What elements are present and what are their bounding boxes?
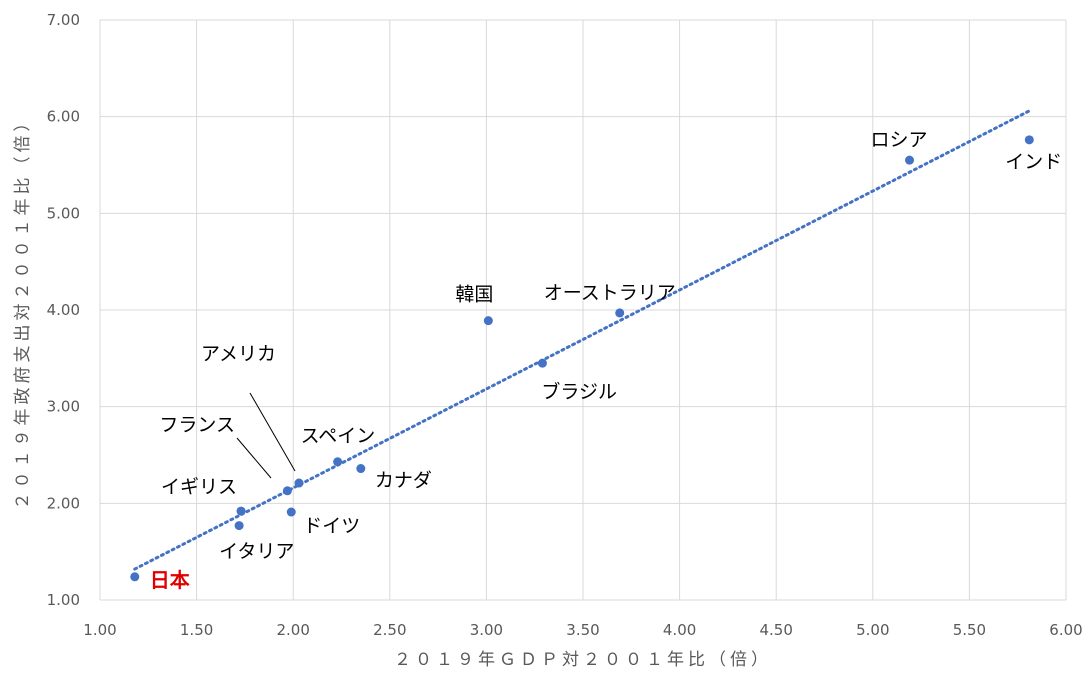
x-tick-label-2: 2.00 xyxy=(276,621,309,639)
x-tick-label-0: 1.00 xyxy=(83,621,116,639)
x-tick-label-1: 1.50 xyxy=(180,621,213,639)
grid-lines xyxy=(99,19,1067,601)
point-label-5: アメリカ xyxy=(201,343,276,365)
point-label-3: フランス xyxy=(159,414,235,436)
x-tick-label-3: 2.50 xyxy=(373,621,406,639)
point-label-8: 韓国 xyxy=(455,284,493,306)
data-point-12 xyxy=(1024,135,1034,145)
data-point-8 xyxy=(483,316,493,326)
y-tick-label-1: 2.00 xyxy=(47,494,80,512)
point-label-11: ロシア xyxy=(871,129,928,151)
y-tick-label-0: 1.00 xyxy=(47,591,80,609)
leader-line-3 xyxy=(236,437,272,479)
y-tick-label-2: 3.00 xyxy=(47,398,80,416)
x-tick-label-10: 6.00 xyxy=(1049,621,1082,639)
y-tick-label-5: 6.00 xyxy=(47,108,80,126)
data-point-0 xyxy=(130,572,140,582)
point-label-4: ドイツ xyxy=(303,515,360,537)
point-label-0: 日本 xyxy=(150,568,190,592)
x-tick-label-7: 4.50 xyxy=(759,621,792,639)
data-point-10 xyxy=(615,308,625,318)
y-tick-label-6: 7.00 xyxy=(47,11,80,29)
leader-line-5 xyxy=(249,392,296,472)
point-label-12: インド xyxy=(1005,151,1062,173)
y-tick-label-3: 4.00 xyxy=(47,301,80,319)
point-label-10: オーストラリア xyxy=(544,282,676,304)
x-axis-ticks: 1.00 1.50 2.00 2.50 3.00 3.50 4.00 4.50 5.00 5.50… xyxy=(83,621,1082,639)
x-axis-title: ２０１９年ＧＤＰ対２００１年比（倍） xyxy=(394,650,772,670)
x-tick-label-8: 5.00 xyxy=(856,621,889,639)
data-point-11 xyxy=(905,155,915,165)
data-point-5 xyxy=(294,478,304,488)
point-label-2: イギリス xyxy=(161,476,237,498)
point-label-1: イタリア xyxy=(219,541,294,563)
data-point-1 xyxy=(234,521,244,531)
data-point-2 xyxy=(236,506,246,516)
x-tick-label-5: 3.50 xyxy=(566,621,599,639)
data-point-6 xyxy=(333,457,343,467)
x-tick-label-9: 5.50 xyxy=(953,621,986,639)
x-tick-label-4: 3.00 xyxy=(470,621,503,639)
data-point-7 xyxy=(356,464,366,474)
point-label-9: ブラジル xyxy=(541,380,617,403)
data-point-3 xyxy=(282,486,292,496)
y-tick-label-4: 5.00 xyxy=(47,204,80,222)
point-label-7: カナダ xyxy=(375,470,432,492)
data-point-9 xyxy=(537,358,547,368)
y-axis-ticks: 1.00 2.00 3.00 4.00 5.00 6.00 7.00 xyxy=(47,11,80,609)
x-tick-label-6: 4.00 xyxy=(663,621,696,639)
data-point-4 xyxy=(286,507,296,517)
point-label-6: スペイン xyxy=(301,425,376,447)
data-points xyxy=(130,135,1034,582)
y-axis-title: ２０１９年政府支出対２００１年比（倍） xyxy=(13,111,33,510)
